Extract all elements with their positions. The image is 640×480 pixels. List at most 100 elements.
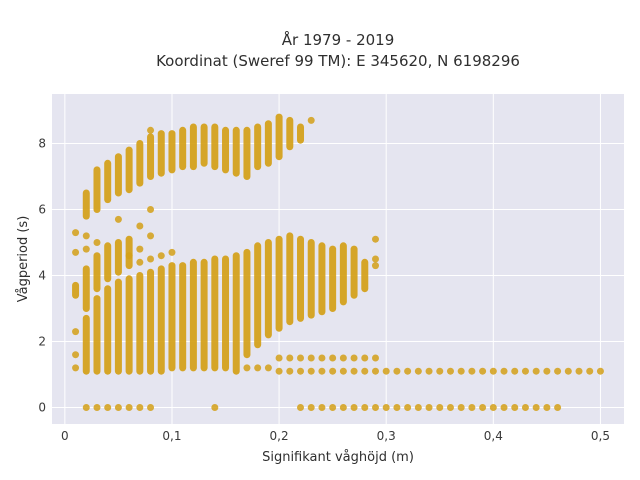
point-cluster xyxy=(157,265,165,375)
data-point xyxy=(468,367,476,375)
data-point xyxy=(147,206,155,213)
point-cluster xyxy=(254,123,262,171)
data-point xyxy=(500,367,508,375)
point-cluster xyxy=(232,126,240,177)
data-point xyxy=(554,404,562,411)
data-point xyxy=(339,404,347,411)
y-tick-label: 8 xyxy=(38,137,46,151)
chart-title: År 1979 - 2019 xyxy=(282,30,395,49)
data-point xyxy=(157,252,165,260)
data-point xyxy=(586,367,594,375)
point-cluster xyxy=(93,252,101,293)
data-point xyxy=(82,404,90,411)
data-point xyxy=(125,252,133,260)
data-point xyxy=(104,404,112,411)
data-point xyxy=(457,367,465,375)
x-axis-label: Signifikant våghöjd (m) xyxy=(262,450,414,465)
point-cluster xyxy=(307,239,315,319)
point-cluster xyxy=(93,295,101,375)
point-cluster xyxy=(125,146,133,194)
data-point xyxy=(114,404,122,411)
point-cluster xyxy=(168,262,176,372)
point-cluster xyxy=(147,133,155,180)
data-point xyxy=(543,404,551,411)
data-point xyxy=(297,404,305,411)
data-point xyxy=(361,367,369,375)
data-point xyxy=(136,258,144,266)
point-cluster xyxy=(157,130,165,177)
data-point xyxy=(479,404,487,411)
data-point xyxy=(436,404,444,411)
data-point xyxy=(72,248,80,256)
data-point xyxy=(371,354,379,362)
data-point xyxy=(72,364,80,372)
data-point xyxy=(318,367,326,375)
data-point xyxy=(479,367,487,375)
y-axis-label: Vågperiod (s) xyxy=(16,216,31,303)
data-point xyxy=(361,404,369,411)
point-cluster xyxy=(286,232,294,326)
data-point xyxy=(147,232,155,240)
data-point xyxy=(297,367,305,375)
data-point xyxy=(307,354,315,362)
data-point xyxy=(511,367,519,375)
point-cluster xyxy=(339,242,347,306)
data-point xyxy=(532,404,540,411)
x-tick-label: 0,1 xyxy=(162,429,181,443)
point-cluster xyxy=(254,242,262,349)
point-cluster xyxy=(114,153,122,197)
point-cluster xyxy=(222,126,230,174)
data-point xyxy=(147,404,155,411)
data-point xyxy=(414,404,422,411)
data-point xyxy=(361,354,369,362)
data-point xyxy=(371,235,379,243)
point-cluster xyxy=(211,123,219,171)
data-point xyxy=(393,367,401,375)
point-cluster xyxy=(264,239,272,339)
point-cluster xyxy=(211,255,219,372)
data-point xyxy=(350,367,358,375)
point-cluster xyxy=(114,239,122,276)
point-cluster xyxy=(361,258,369,293)
data-point xyxy=(254,364,262,372)
point-cluster xyxy=(179,126,187,171)
data-point xyxy=(72,351,80,359)
point-cluster xyxy=(275,113,283,161)
data-point xyxy=(371,255,379,263)
data-point xyxy=(425,404,433,411)
point-cluster xyxy=(82,265,90,312)
data-point xyxy=(307,367,315,375)
point-cluster xyxy=(318,242,326,316)
data-point xyxy=(350,354,358,362)
data-point xyxy=(393,404,401,411)
data-point xyxy=(125,404,133,411)
point-cluster xyxy=(243,248,251,359)
data-point xyxy=(371,367,379,375)
point-cluster xyxy=(82,314,90,375)
point-cluster xyxy=(200,258,208,372)
point-cluster xyxy=(275,235,283,332)
data-point xyxy=(382,367,390,375)
data-point xyxy=(297,354,305,362)
point-cluster xyxy=(350,245,358,299)
data-point xyxy=(286,367,294,375)
point-cluster xyxy=(147,268,155,375)
x-tick-label: 0,4 xyxy=(484,429,503,443)
data-point xyxy=(554,367,562,375)
data-point xyxy=(521,367,529,375)
data-point xyxy=(136,404,144,411)
point-cluster xyxy=(168,130,176,174)
point-cluster xyxy=(136,272,144,375)
y-tick-label: 0 xyxy=(38,401,46,415)
data-point xyxy=(543,367,551,375)
point-cluster xyxy=(93,166,101,213)
point-cluster xyxy=(104,242,112,283)
x-tick-label: 0 xyxy=(61,429,69,443)
data-point xyxy=(264,364,272,372)
data-point xyxy=(243,364,251,372)
data-point xyxy=(468,404,476,411)
data-point xyxy=(329,367,337,375)
data-point xyxy=(275,354,283,362)
data-point xyxy=(564,367,572,375)
